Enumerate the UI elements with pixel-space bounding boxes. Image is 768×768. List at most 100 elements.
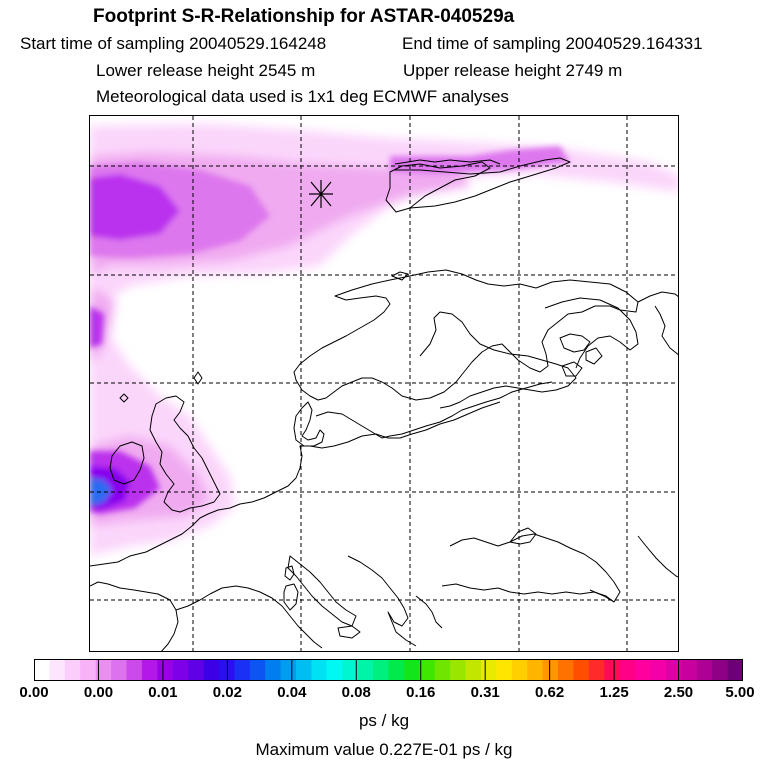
color-scale-cell [49, 659, 66, 681]
color-scale-cell [296, 659, 312, 681]
color-scale-cell [157, 659, 174, 681]
scandinavia-coastline [293, 269, 639, 401]
color-scale-cell [650, 659, 667, 681]
baltic-coastline [315, 381, 553, 439]
iberia-coastline [90, 581, 179, 651]
color-scale-cell [172, 659, 189, 681]
color-scale-cell [249, 659, 266, 681]
color-scale-cell [511, 659, 528, 681]
russia-inlet-coastline [654, 305, 678, 356]
color-scale-cell [619, 659, 636, 681]
start-time-label: Start time of sampling 20040529.164248 [20, 34, 327, 53]
color-scale-cell [126, 659, 143, 681]
ladoga-coastline [561, 361, 583, 377]
sardinia-coastline [283, 583, 299, 611]
denmark-coastline [293, 401, 325, 447]
color-scale-cell [357, 659, 374, 681]
kola-coastline [544, 297, 639, 369]
black-sea-coastline [449, 533, 621, 603]
balkans-coastline [347, 555, 417, 647]
continental-europe-coastline [90, 401, 501, 567]
color-scale-cell [141, 659, 158, 681]
coastlines [90, 157, 678, 651]
color-scale-cell [542, 659, 559, 681]
color-scale-label: 1.25 [599, 684, 629, 701]
color-scale-cell [342, 659, 359, 681]
plot-title: Footprint S-R-Relationship for ASTAR-040… [93, 6, 515, 27]
color-scale-cell [434, 659, 451, 681]
color-scale-cell [80, 659, 97, 681]
arctic-islands-coastline [395, 157, 571, 209]
faroe-coastline [119, 393, 129, 403]
corsica-coastline [284, 565, 295, 581]
color-scale-cell [558, 659, 574, 681]
color-scale-label: 0.62 [535, 684, 565, 701]
russia-arctic-coastline [637, 291, 678, 303]
caspian-coastline [637, 535, 678, 578]
color-scale-cell [727, 659, 743, 681]
color-scale-cell [373, 659, 389, 681]
color-scale-cell [203, 659, 220, 681]
color-scale-label: 0.00 [19, 684, 49, 701]
map-canvas [90, 116, 678, 651]
ireland-coastline [109, 441, 145, 485]
end-time-label: End time of sampling 20040529.164331 [402, 34, 703, 53]
color-scale-cell [265, 659, 282, 681]
color-scale-cell [681, 659, 698, 681]
onega-coastline [585, 347, 603, 365]
color-scale-cell [604, 659, 621, 681]
color-scale-label: 0.16 [406, 684, 436, 701]
upper-release-height-label: Upper release height 2749 m [403, 61, 623, 80]
color-scale-cell [496, 659, 513, 681]
shetland-coastline [193, 371, 203, 385]
color-scale-cell [388, 659, 405, 681]
maximum-value-label: Maximum value 0.227E-01 ps / kg [255, 740, 513, 759]
color-scale-cell [635, 659, 651, 681]
color-scale-cell [573, 659, 590, 681]
crimea-coastline [509, 527, 537, 545]
color-scale-cell [665, 659, 682, 681]
color-scale-cell [234, 659, 251, 681]
sensitivity-plume [90, 124, 678, 556]
color-scale-label: 0.04 [277, 684, 307, 701]
color-scale-cell [188, 659, 204, 681]
color-scale-cell [326, 659, 343, 681]
color-scale-bar [34, 659, 743, 681]
sicily-coastline [337, 625, 361, 639]
color-scale-cell [480, 659, 497, 681]
footprint-map [89, 115, 679, 652]
mediterranean-coastline [175, 585, 323, 649]
color-scale-label: 0.02 [212, 684, 242, 701]
color-scale-cell [450, 659, 466, 681]
color-scale-label: 0.01 [148, 684, 178, 701]
color-scale-label: 2.50 [663, 684, 694, 701]
color-scale-cell [696, 659, 713, 681]
unit-label: ps / kg [358, 711, 410, 730]
asterisk-receptor-icon [309, 180, 333, 208]
color-scale-cell [712, 659, 728, 681]
plume-core-north-inner [90, 174, 180, 240]
color-scale-label: 0.00 [83, 684, 114, 701]
color-scale-cell [527, 659, 544, 681]
lofoten-coastline [391, 271, 409, 281]
color-scale-cell [403, 659, 420, 681]
color-scale-cell [465, 659, 482, 681]
color-scale-cell [34, 659, 50, 681]
color-scale-cell [419, 659, 436, 681]
lower-release-height-label: Lower release height 2545 m [96, 61, 316, 80]
color-scale-label: 5.00 [725, 684, 755, 701]
color-scale-label: 0.08 [341, 684, 371, 701]
plume-core-west [90, 306, 104, 348]
svalbard-coastline [385, 161, 491, 213]
italy-coastline [287, 555, 357, 627]
meteorological-data-label: Meteorological data used is 1x1 deg ECMW… [96, 87, 509, 106]
color-scale-cell [311, 659, 328, 681]
svalbard-islands-coastline [394, 159, 501, 165]
turkey-coastline [441, 583, 615, 603]
color-scale-cell [95, 659, 112, 681]
color-scale-cell [111, 659, 127, 681]
color-scale-cell [280, 659, 297, 681]
white-sea-coastline [559, 333, 591, 353]
color-scale-cell [588, 659, 605, 681]
color-scale-label: 0.31 [470, 684, 500, 701]
